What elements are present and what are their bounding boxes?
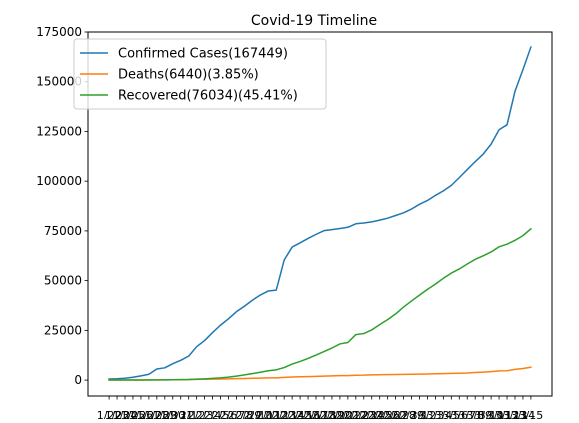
legend-box (73, 38, 327, 110)
legend-label-2: Deaths(6440)(3.85%) (118, 68, 259, 83)
y-tick-label: 100000 (36, 174, 82, 188)
chart-title: Covid-19 Timeline (251, 13, 377, 29)
y-tick-label: 25000 (44, 323, 82, 337)
y-tick-label: 50000 (44, 274, 82, 288)
y-tick-label: 75000 (44, 224, 82, 238)
series-line-1 (108, 46, 532, 380)
y-tick-label: 125000 (36, 124, 82, 138)
y-tick-label: 175000 (36, 25, 82, 39)
series-line-3 (108, 227, 532, 381)
series-line-2 (108, 366, 532, 381)
legend: Confirmed Cases(167449) Deaths(6440)(3.85… (73, 38, 327, 110)
y-tick-label: 150000 (36, 75, 82, 89)
x-tick-label: 3/15 (519, 409, 544, 419)
legend-label-1: Confirmed Cases(167449) (118, 47, 288, 62)
legend-label-3: Recovered(76034)(45.41%) (118, 89, 298, 104)
plot-frame (87, 31, 553, 397)
y-tick-label: 0 (74, 373, 82, 387)
